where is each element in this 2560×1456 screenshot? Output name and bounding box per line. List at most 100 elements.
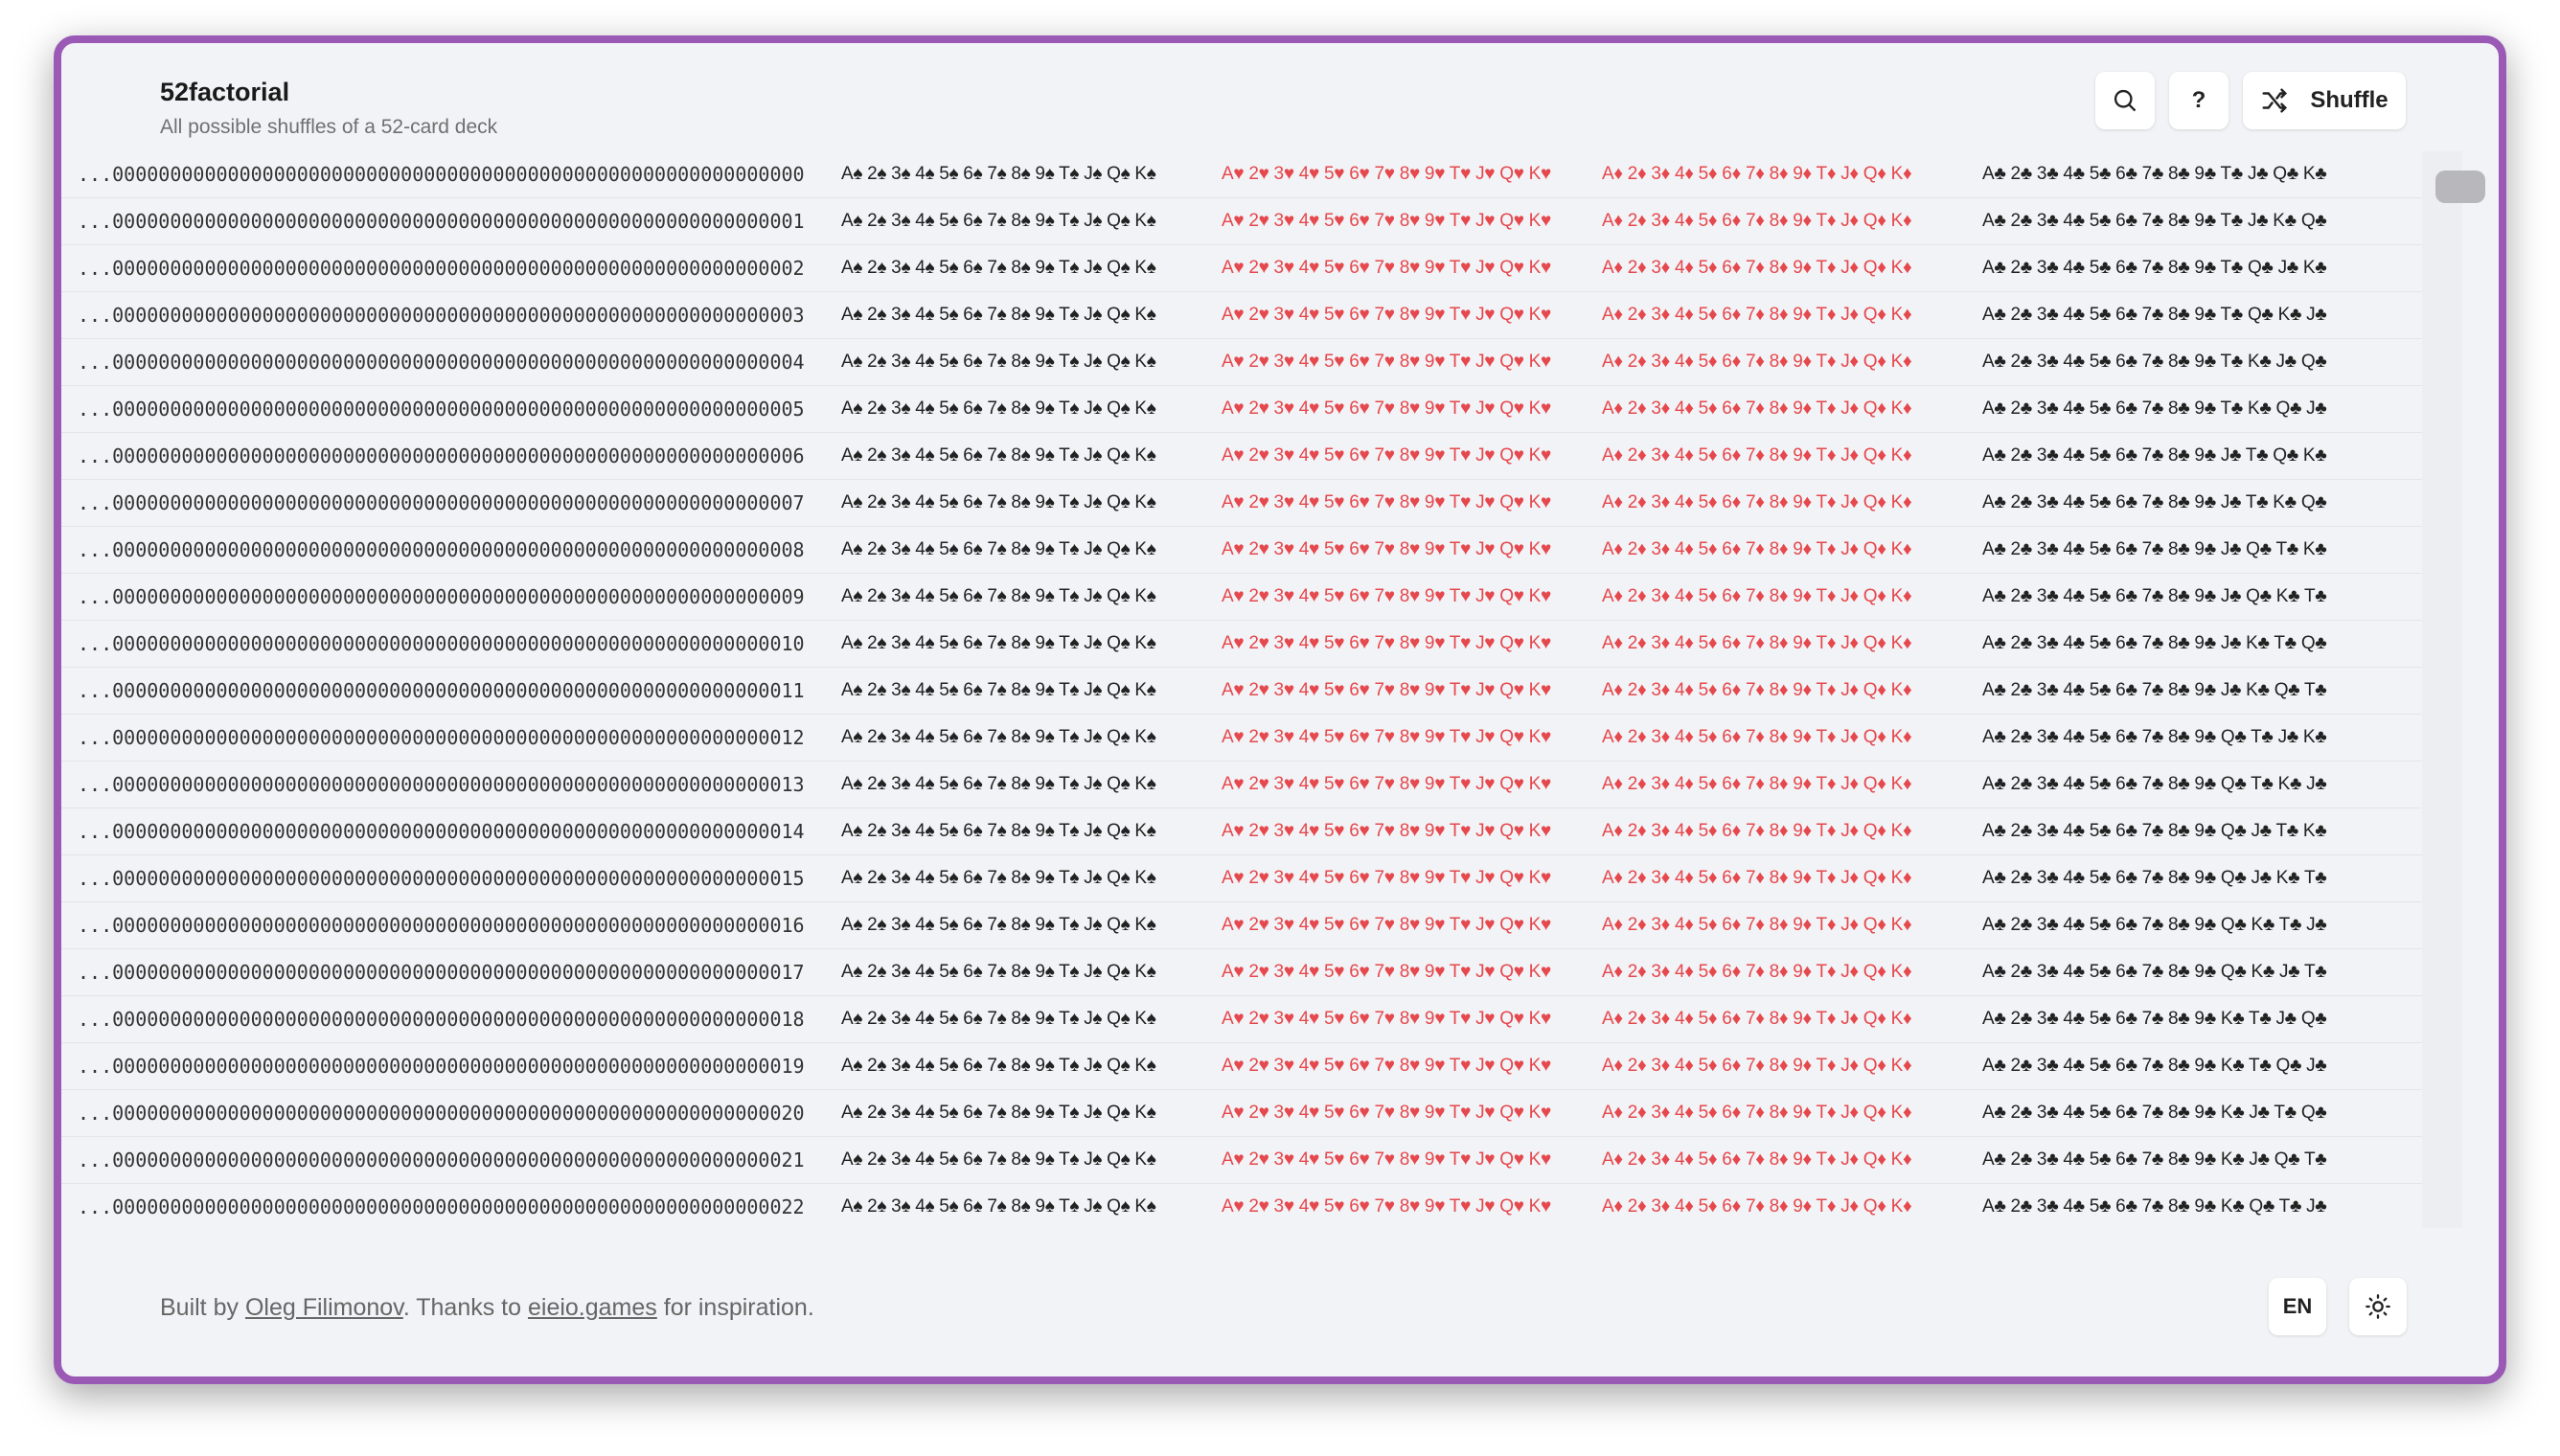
diamonds-cards: A♦ 2♦ 3♦ 4♦ 5♦ 6♦ 7♦ 8♦ 9♦ T♦ J♦ Q♦ K♦ <box>1602 1196 1912 1217</box>
hearts-cards: A♥ 2♥ 3♥ 4♥ 5♥ 6♥ 7♥ 8♥ 9♥ T♥ J♥ Q♥ K♥ <box>1222 1009 1552 1029</box>
scrollbar-thumb[interactable] <box>2435 171 2485 203</box>
clubs-cards: A♣ 2♣ 3♣ 4♣ 5♣ 6♣ 7♣ 8♣ 9♣ J♣ Q♣ K♣ T♣ <box>1982 586 2327 606</box>
diamonds-cards: A♦ 2♦ 3♦ 4♦ 5♦ 6♦ 7♦ 8♦ 9♦ T♦ J♦ Q♦ K♦ <box>1602 1149 1912 1170</box>
clubs-cards: A♣ 2♣ 3♣ 4♣ 5♣ 6♣ 7♣ 8♣ 9♣ Q♣ J♣ T♣ K♣ <box>1982 821 2327 841</box>
hearts-cards: A♥ 2♥ 3♥ 4♥ 5♥ 6♥ 7♥ 8♥ 9♥ T♥ J♥ Q♥ K♥ <box>1222 164 1552 184</box>
hearts-cards: A♥ 2♥ 3♥ 4♥ 5♥ 6♥ 7♥ 8♥ 9♥ T♥ J♥ Q♥ K♥ <box>1222 1196 1552 1217</box>
diamonds-cards: A♦ 2♦ 3♦ 4♦ 5♦ 6♦ 7♦ 8♦ 9♦ T♦ J♦ Q♦ K♦ <box>1602 352 1912 372</box>
clubs-cards: A♣ 2♣ 3♣ 4♣ 5♣ 6♣ 7♣ 8♣ 9♣ Q♣ T♣ K♣ J♣ <box>1982 774 2327 794</box>
scrollbar-track <box>2422 151 2462 1228</box>
author-link[interactable]: Oleg Filimonov <box>244 1294 403 1321</box>
spades-cards: A♠ 2♠ 3♠ 4♠ 5♠ 6♠ 7♠ 8♠ 9♠ T♠ J♠ Q♠ K♠ <box>841 398 1156 419</box>
diamonds-cards: A♦ 2♦ 3♦ 4♦ 5♦ 6♦ 7♦ 8♦ 9♦ T♦ J♦ Q♦ K♦ <box>1602 962 1912 982</box>
hearts-cards: A♥ 2♥ 3♥ 4♥ 5♥ 6♥ 7♥ 8♥ 9♥ T♥ J♥ Q♥ K♥ <box>1222 727 1552 747</box>
diamonds-cards: A♦ 2♦ 3♦ 4♦ 5♦ 6♦ 7♦ 8♦ 9♦ T♦ J♦ Q♦ K♦ <box>1602 398 1912 419</box>
shuffle-index: ...0000000000000000000000000000000000000… <box>78 491 805 514</box>
hearts-cards: A♥ 2♥ 3♥ 4♥ 5♥ 6♥ 7♥ 8♥ 9♥ T♥ J♥ Q♥ K♥ <box>1222 258 1552 278</box>
card-sequence: A♠ 2♠ 3♠ 4♠ 5♠ 6♠ 7♠ 8♠ 9♠ T♠ J♠ Q♠ K♠ A♥… <box>841 915 2363 936</box>
shuffle-index: ...0000000000000000000000000000000000000… <box>78 867 805 890</box>
spades-cards: A♠ 2♠ 3♠ 4♠ 5♠ 6♠ 7♠ 8♠ 9♠ T♠ J♠ Q♠ K♠ <box>841 633 1156 653</box>
clubs-cards: A♣ 2♣ 3♣ 4♣ 5♣ 6♣ 7♣ 8♣ 9♣ K♣ J♣ Q♣ T♣ <box>1982 1149 2327 1170</box>
clubs-cards: A♣ 2♣ 3♣ 4♣ 5♣ 6♣ 7♣ 8♣ 9♣ T♣ Q♣ K♣ J♣ <box>1982 305 2327 325</box>
spades-cards: A♠ 2♠ 3♠ 4♠ 5♠ 6♠ 7♠ 8♠ 9♠ T♠ J♠ Q♠ K♠ <box>841 962 1156 982</box>
shuffle-row: ...0000000000000000000000000000000000000… <box>61 1184 2424 1228</box>
shuffle-index: ...0000000000000000000000000000000000000… <box>78 1055 805 1078</box>
shuffle-index: ...0000000000000000000000000000000000000… <box>78 632 805 655</box>
hearts-cards: A♥ 2♥ 3♥ 4♥ 5♥ 6♥ 7♥ 8♥ 9♥ T♥ J♥ Q♥ K♥ <box>1222 586 1552 606</box>
diamonds-cards: A♦ 2♦ 3♦ 4♦ 5♦ 6♦ 7♦ 8♦ 9♦ T♦ J♦ Q♦ K♦ <box>1602 821 1912 841</box>
shuffle-index: ...0000000000000000000000000000000000000… <box>78 726 805 749</box>
sun-icon <box>2366 1294 2390 1319</box>
shuffle-index: ...0000000000000000000000000000000000000… <box>78 679 805 702</box>
card-sequence: A♠ 2♠ 3♠ 4♠ 5♠ 6♠ 7♠ 8♠ 9♠ T♠ J♠ Q♠ K♠ A♥… <box>841 539 2363 560</box>
shuffle-index: ...0000000000000000000000000000000000000… <box>78 961 805 984</box>
card-sequence: A♠ 2♠ 3♠ 4♠ 5♠ 6♠ 7♠ 8♠ 9♠ T♠ J♠ Q♠ K♠ A♥… <box>841 774 2363 795</box>
card-sequence: A♠ 2♠ 3♠ 4♠ 5♠ 6♠ 7♠ 8♠ 9♠ T♠ J♠ Q♠ K♠ A♥… <box>841 164 2363 185</box>
spades-cards: A♠ 2♠ 3♠ 4♠ 5♠ 6♠ 7♠ 8♠ 9♠ T♠ J♠ Q♠ K♠ <box>841 727 1156 747</box>
clubs-cards: A♣ 2♣ 3♣ 4♣ 5♣ 6♣ 7♣ 8♣ 9♣ T♣ J♣ Q♣ K♣ <box>1982 164 2327 184</box>
clubs-cards: A♣ 2♣ 3♣ 4♣ 5♣ 6♣ 7♣ 8♣ 9♣ Q♣ T♣ J♣ K♣ <box>1982 727 2327 747</box>
diamonds-cards: A♦ 2♦ 3♦ 4♦ 5♦ 6♦ 7♦ 8♦ 9♦ T♦ J♦ Q♦ K♦ <box>1602 445 1912 466</box>
spades-cards: A♠ 2♠ 3♠ 4♠ 5♠ 6♠ 7♠ 8♠ 9♠ T♠ J♠ Q♠ K♠ <box>841 774 1156 794</box>
diamonds-cards: A♦ 2♦ 3♦ 4♦ 5♦ 6♦ 7♦ 8♦ 9♦ T♦ J♦ Q♦ K♦ <box>1602 680 1912 700</box>
hearts-cards: A♥ 2♥ 3♥ 4♥ 5♥ 6♥ 7♥ 8♥ 9♥ T♥ J♥ Q♥ K♥ <box>1222 1149 1552 1170</box>
search-button[interactable] <box>2095 72 2155 129</box>
diamonds-cards: A♦ 2♦ 3♦ 4♦ 5♦ 6♦ 7♦ 8♦ 9♦ T♦ J♦ Q♦ K♦ <box>1602 539 1912 559</box>
diamonds-cards: A♦ 2♦ 3♦ 4♦ 5♦ 6♦ 7♦ 8♦ 9♦ T♦ J♦ Q♦ K♦ <box>1602 211 1912 231</box>
card-sequence: A♠ 2♠ 3♠ 4♠ 5♠ 6♠ 7♠ 8♠ 9♠ T♠ J♠ Q♠ K♠ A♥… <box>841 352 2363 373</box>
diamonds-cards: A♦ 2♦ 3♦ 4♦ 5♦ 6♦ 7♦ 8♦ 9♦ T♦ J♦ Q♦ K♦ <box>1602 774 1912 794</box>
card-sequence: A♠ 2♠ 3♠ 4♠ 5♠ 6♠ 7♠ 8♠ 9♠ T♠ J♠ Q♠ K♠ A♥… <box>841 445 2363 466</box>
shuffle-index: ...0000000000000000000000000000000000000… <box>78 1008 805 1031</box>
clubs-cards: A♣ 2♣ 3♣ 4♣ 5♣ 6♣ 7♣ 8♣ 9♣ T♣ Q♣ J♣ K♣ <box>1982 258 2327 278</box>
shuffle-button[interactable]: Shuffle <box>2243 72 2406 129</box>
card-sequence: A♠ 2♠ 3♠ 4♠ 5♠ 6♠ 7♠ 8♠ 9♠ T♠ J♠ Q♠ K♠ A♥… <box>841 821 2363 842</box>
spades-cards: A♠ 2♠ 3♠ 4♠ 5♠ 6♠ 7♠ 8♠ 9♠ T♠ J♠ Q♠ K♠ <box>841 211 1156 231</box>
language-button[interactable]: EN <box>2269 1278 2326 1335</box>
shuffle-row: ...0000000000000000000000000000000000000… <box>61 433 2424 480</box>
help-label: ? <box>2191 87 2206 113</box>
clubs-cards: A♣ 2♣ 3♣ 4♣ 5♣ 6♣ 7♣ 8♣ 9♣ J♣ T♣ K♣ Q♣ <box>1982 492 2327 512</box>
clubs-cards: A♣ 2♣ 3♣ 4♣ 5♣ 6♣ 7♣ 8♣ 9♣ K♣ T♣ J♣ Q♣ <box>1982 1009 2327 1029</box>
card-sequence: A♠ 2♠ 3♠ 4♠ 5♠ 6♠ 7♠ 8♠ 9♠ T♠ J♠ Q♠ K♠ A♥… <box>841 633 2363 654</box>
diamonds-cards: A♦ 2♦ 3♦ 4♦ 5♦ 6♦ 7♦ 8♦ 9♦ T♦ J♦ Q♦ K♦ <box>1602 915 1912 935</box>
card-sequence: A♠ 2♠ 3♠ 4♠ 5♠ 6♠ 7♠ 8♠ 9♠ T♠ J♠ Q♠ K♠ A♥… <box>841 211 2363 232</box>
spades-cards: A♠ 2♠ 3♠ 4♠ 5♠ 6♠ 7♠ 8♠ 9♠ T♠ J♠ Q♠ K♠ <box>841 680 1156 700</box>
shuffle-index: ...0000000000000000000000000000000000000… <box>78 914 805 937</box>
diamonds-cards: A♦ 2♦ 3♦ 4♦ 5♦ 6♦ 7♦ 8♦ 9♦ T♦ J♦ Q♦ K♦ <box>1602 164 1912 184</box>
card-sequence: A♠ 2♠ 3♠ 4♠ 5♠ 6♠ 7♠ 8♠ 9♠ T♠ J♠ Q♠ K♠ A♥… <box>841 586 2363 607</box>
inspiration-link[interactable]: eieio.games <box>527 1294 657 1321</box>
spades-cards: A♠ 2♠ 3♠ 4♠ 5♠ 6♠ 7♠ 8♠ 9♠ T♠ J♠ Q♠ K♠ <box>841 1149 1156 1170</box>
shuffle-row: ...0000000000000000000000000000000000000… <box>61 996 2424 1043</box>
shuffle-list: ...0000000000000000000000000000000000000… <box>61 151 2424 1228</box>
diamonds-cards: A♦ 2♦ 3♦ 4♦ 5♦ 6♦ 7♦ 8♦ 9♦ T♦ J♦ Q♦ K♦ <box>1602 492 1912 512</box>
app-subtitle: All possible shuffles of a 52-card deck <box>160 116 498 138</box>
spades-cards: A♠ 2♠ 3♠ 4♠ 5♠ 6♠ 7♠ 8♠ 9♠ T♠ J♠ Q♠ K♠ <box>841 305 1156 325</box>
hearts-cards: A♥ 2♥ 3♥ 4♥ 5♥ 6♥ 7♥ 8♥ 9♥ T♥ J♥ Q♥ K♥ <box>1222 352 1552 372</box>
hearts-cards: A♥ 2♥ 3♥ 4♥ 5♥ 6♥ 7♥ 8♥ 9♥ T♥ J♥ Q♥ K♥ <box>1222 962 1552 982</box>
card-sequence: A♠ 2♠ 3♠ 4♠ 5♠ 6♠ 7♠ 8♠ 9♠ T♠ J♠ Q♠ K♠ A♥… <box>841 1056 2363 1077</box>
shuffle-index: ...0000000000000000000000000000000000000… <box>78 257 805 280</box>
hearts-cards: A♥ 2♥ 3♥ 4♥ 5♥ 6♥ 7♥ 8♥ 9♥ T♥ J♥ Q♥ K♥ <box>1222 305 1552 325</box>
clubs-cards: A♣ 2♣ 3♣ 4♣ 5♣ 6♣ 7♣ 8♣ 9♣ K♣ Q♣ T♣ J♣ <box>1982 1196 2327 1217</box>
card-sequence: A♠ 2♠ 3♠ 4♠ 5♠ 6♠ 7♠ 8♠ 9♠ T♠ J♠ Q♠ K♠ A♥… <box>841 962 2363 983</box>
clubs-cards: A♣ 2♣ 3♣ 4♣ 5♣ 6♣ 7♣ 8♣ 9♣ Q♣ J♣ K♣ T♣ <box>1982 868 2327 888</box>
spades-cards: A♠ 2♠ 3♠ 4♠ 5♠ 6♠ 7♠ 8♠ 9♠ T♠ J♠ Q♠ K♠ <box>841 1009 1156 1029</box>
clubs-cards: A♣ 2♣ 3♣ 4♣ 5♣ 6♣ 7♣ 8♣ 9♣ T♣ J♣ K♣ Q♣ <box>1982 211 2327 231</box>
hearts-cards: A♥ 2♥ 3♥ 4♥ 5♥ 6♥ 7♥ 8♥ 9♥ T♥ J♥ Q♥ K♥ <box>1222 445 1552 466</box>
hearts-cards: A♥ 2♥ 3♥ 4♥ 5♥ 6♥ 7♥ 8♥ 9♥ T♥ J♥ Q♥ K♥ <box>1222 398 1552 419</box>
shuffle-index: ...0000000000000000000000000000000000000… <box>78 398 805 421</box>
help-button[interactable]: ? <box>2169 72 2229 129</box>
shuffle-row: ...0000000000000000000000000000000000000… <box>61 1043 2424 1090</box>
clubs-cards: A♣ 2♣ 3♣ 4♣ 5♣ 6♣ 7♣ 8♣ 9♣ T♣ K♣ J♣ Q♣ <box>1982 352 2327 372</box>
card-sequence: A♠ 2♠ 3♠ 4♠ 5♠ 6♠ 7♠ 8♠ 9♠ T♠ J♠ Q♠ K♠ A♥… <box>841 398 2363 420</box>
card-sequence: A♠ 2♠ 3♠ 4♠ 5♠ 6♠ 7♠ 8♠ 9♠ T♠ J♠ Q♠ K♠ A♥… <box>841 1103 2363 1124</box>
theme-button[interactable] <box>2349 1278 2407 1335</box>
shuffle-row: ...0000000000000000000000000000000000000… <box>61 668 2424 715</box>
hearts-cards: A♥ 2♥ 3♥ 4♥ 5♥ 6♥ 7♥ 8♥ 9♥ T♥ J♥ Q♥ K♥ <box>1222 492 1552 512</box>
shuffle-label: Shuffle <box>2310 87 2389 113</box>
shuffle-row: ...0000000000000000000000000000000000000… <box>61 621 2424 668</box>
app-title: 52factorial <box>160 78 290 106</box>
hearts-cards: A♥ 2♥ 3♥ 4♥ 5♥ 6♥ 7♥ 8♥ 9♥ T♥ J♥ Q♥ K♥ <box>1222 915 1552 935</box>
shuffle-row: ...0000000000000000000000000000000000000… <box>61 151 2424 198</box>
shuffle-row: ...0000000000000000000000000000000000000… <box>61 902 2424 949</box>
